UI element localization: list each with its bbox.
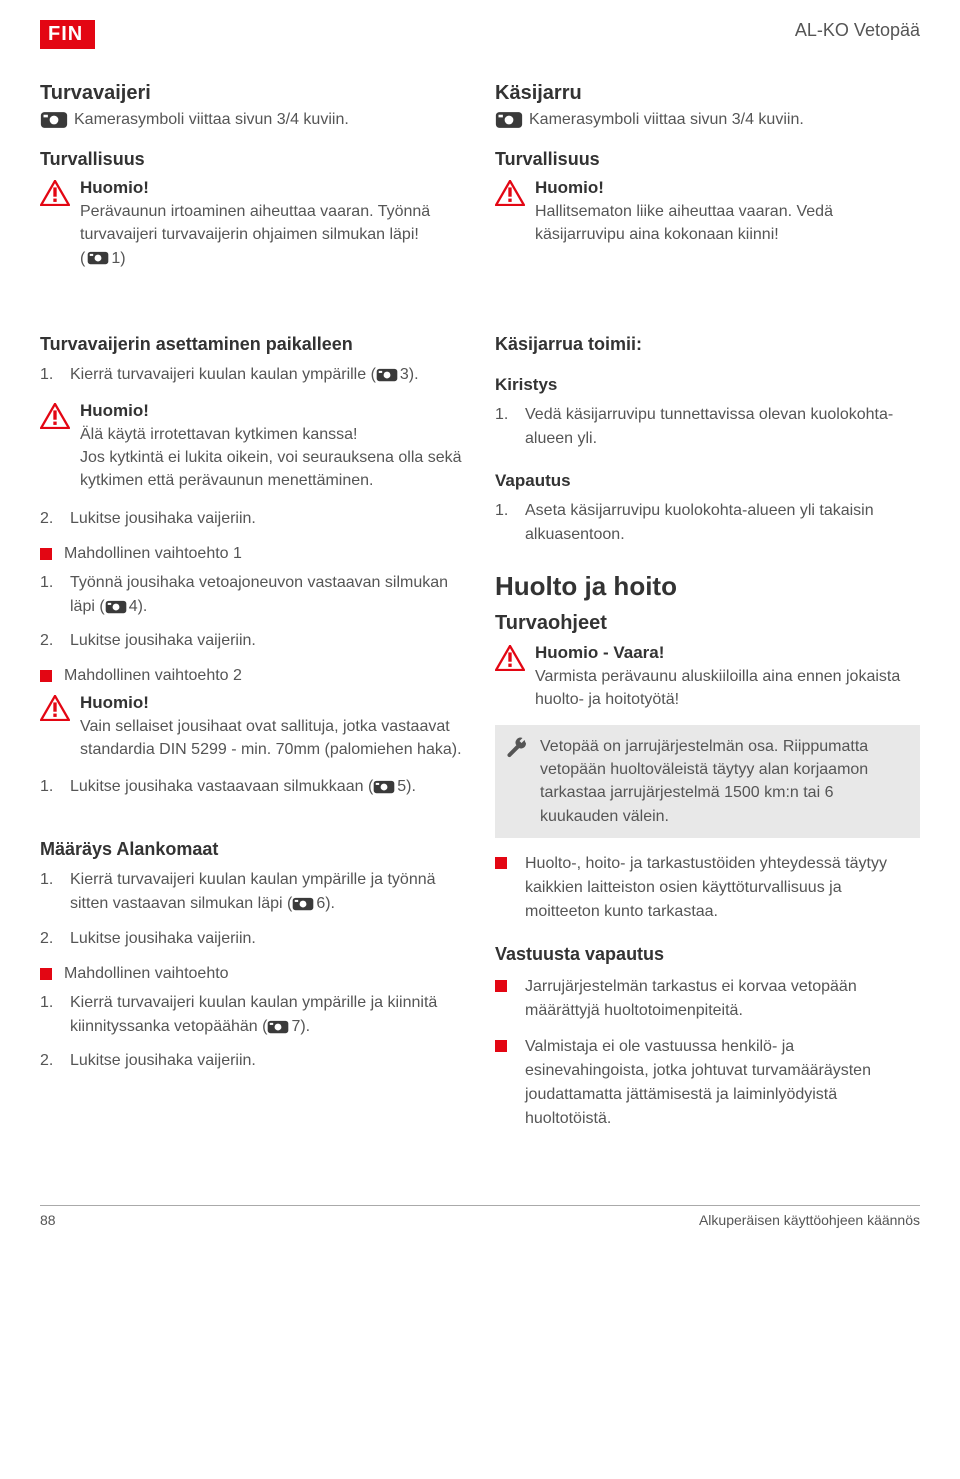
warning-icon	[40, 180, 70, 206]
section-turvaohjeet: Turvaohjeet	[495, 612, 920, 635]
step: Kierrä turvavaijeri kuulan kaulan ympäri…	[40, 991, 465, 1039]
section-asettaminen: Turvavaijerin asettaminen paikalleen	[40, 334, 465, 355]
warning-label: Huomio!	[80, 178, 465, 198]
warning-label: Huomio - Vaara!	[535, 643, 920, 663]
warning-label: Huomio!	[80, 401, 465, 421]
info-box: Vetopää on jarrujärjestelmän osa. Riippu…	[495, 725, 920, 838]
step: Lukitse jousihaka vaijeriin.	[40, 629, 465, 653]
step: Vedä käsijarruvipu tunnettavissa olevan …	[495, 403, 920, 451]
warning-box: Huomio! Perävaunun irtoaminen aiheuttaa …	[40, 178, 465, 270]
steps-list: Lukitse jousihaka vastaavaan silmukkaan …	[40, 775, 465, 799]
warning-text: Vain sellaiset jousihaat ovat sallituja,…	[80, 715, 465, 761]
camera-icon	[292, 897, 314, 911]
footer-text: Alkuperäisen käyttöohjeen käännös	[699, 1212, 920, 1228]
ref-num: 1)	[111, 247, 125, 270]
bullet-icon	[40, 968, 52, 980]
section-alankomaat: Määräys Alankomaat	[40, 839, 465, 860]
warning-icon	[40, 403, 70, 429]
warning-text: Älä käytä irrotettavan kytkimen kanssa! …	[80, 423, 465, 493]
label-vapautus: Vapautus	[495, 471, 920, 491]
section-huolto: Huolto ja hoito	[495, 571, 920, 602]
warning-icon	[495, 645, 525, 671]
left-column-2: Turvavaijerin asettaminen paikalleen Kie…	[40, 314, 465, 1145]
camera-reference: Kamerasymboli viittaa sivun 3/4 kuviin.	[40, 111, 465, 129]
steps-list: Kierrä turvavaijeri kuulan kaulan ympäri…	[40, 363, 465, 387]
camera-ref-text: Kamerasymboli viittaa sivun 3/4 kuviin.	[529, 111, 804, 129]
option-label: Mahdollinen vaihtoehto 2	[64, 667, 242, 685]
bullet-icon	[40, 548, 52, 560]
step: Aseta käsijarruvipu kuolokohta-alueen yl…	[495, 499, 920, 547]
step: Kierrä turvavaijeri kuulan kaulan ympäri…	[40, 363, 465, 387]
option-heading: Mahdollinen vaihtoehto 2	[40, 667, 465, 685]
list-item: Huolto-, hoito- ja tarkastustöiden yhtey…	[495, 852, 920, 924]
steps-list: Kierrä turvavaijeri kuulan kaulan ympäri…	[40, 991, 465, 1073]
list-item: Valmistaja ei ole vastuussa henkilö- ja …	[495, 1035, 920, 1131]
footer: 88 Alkuperäisen käyttöohjeen käännös	[40, 1212, 920, 1248]
warning-box: Huomio! Älä käytä irrotettavan kytkimen …	[40, 401, 465, 493]
section-vastuusta: Vastuusta vapautus	[495, 944, 920, 965]
left-column: Turvavaijeri Kamerasymboli viittaa sivun…	[40, 64, 465, 284]
steps-list: Kierrä turvavaijeri kuulan kaulan ympäri…	[40, 868, 465, 950]
info-text: Vetopää on jarrujärjestelmän osa. Riippu…	[540, 738, 868, 825]
camera-icon	[87, 251, 109, 265]
steps-list: Työnnä jousihaka vetoajoneuvon vastaavan…	[40, 571, 465, 653]
footer-divider	[40, 1205, 920, 1206]
warning-label: Huomio!	[80, 693, 465, 713]
section-kasijarru: Käsijarru	[495, 82, 920, 105]
bullet-list: Jarrujärjestelmän tarkastus ei korvaa ve…	[495, 975, 920, 1131]
step: Lukitse jousihaka vastaavaan silmukkaan …	[40, 775, 465, 799]
option-label: Mahdollinen vaihtoehto 1	[64, 545, 242, 563]
label-kiristys: Kiristys	[495, 375, 920, 395]
warning-box: Huomio - Vaara! Varmista perävaunu alusk…	[495, 643, 920, 711]
section-turvavaijeri: Turvavaijeri	[40, 82, 465, 105]
steps-list: Lukitse jousihaka vaijeriin.	[40, 507, 465, 531]
camera-ref-text: Kamerasymboli viittaa sivun 3/4 kuviin.	[74, 111, 349, 129]
option-label: Mahdollinen vaihtoehto	[64, 965, 229, 983]
bullet-icon	[40, 670, 52, 682]
wrench-icon	[505, 737, 529, 761]
camera-icon	[373, 780, 395, 794]
subsection-turvallisuus: Turvallisuus	[495, 149, 920, 170]
warning-text: Perävaunun irtoaminen aiheuttaa vaaran. …	[80, 203, 430, 243]
warning-box: Huomio! Vain sellaiset jousihaat ovat sa…	[40, 693, 465, 761]
page-number: 88	[40, 1212, 56, 1228]
camera-icon	[495, 111, 523, 129]
warning-icon	[495, 180, 525, 206]
list-item: Jarrujärjestelmän tarkastus ei korvaa ve…	[495, 975, 920, 1023]
steps-list: Vedä käsijarruvipu tunnettavissa olevan …	[495, 403, 920, 451]
step: Lukitse jousihaka vaijeriin.	[40, 507, 465, 531]
camera-icon	[267, 1020, 289, 1034]
right-column: Käsijarru Kamerasymboli viittaa sivun 3/…	[495, 64, 920, 284]
step: Lukitse jousihaka vaijeriin.	[40, 927, 465, 951]
step: Lukitse jousihaka vaijeriin.	[40, 1049, 465, 1073]
section-kasijarrua-toimii: Käsijarrua toimii:	[495, 334, 920, 355]
step: Kierrä turvavaijeri kuulan kaulan ympäri…	[40, 868, 465, 916]
subsection-turvallisuus: Turvallisuus	[40, 149, 465, 170]
warning-label: Huomio!	[535, 178, 920, 198]
option-heading: Mahdollinen vaihtoehto 1	[40, 545, 465, 563]
warning-box: Huomio! Hallitsematon liike aiheuttaa va…	[495, 178, 920, 246]
camera-reference: Kamerasymboli viittaa sivun 3/4 kuviin.	[495, 111, 920, 129]
language-tab: FIN	[40, 20, 95, 49]
warning-text: Hallitsematon liike aiheuttaa vaaran. Ve…	[535, 200, 920, 246]
warning-icon	[40, 695, 70, 721]
warning-text: Varmista perävaunu aluskiiloilla aina en…	[535, 665, 920, 711]
steps-list: Aseta käsijarruvipu kuolokohta-alueen yl…	[495, 499, 920, 547]
option-heading: Mahdollinen vaihtoehto	[40, 965, 465, 983]
camera-icon	[105, 600, 127, 614]
right-column-2: Käsijarrua toimii: Kiristys Vedä käsijar…	[495, 314, 920, 1145]
document-title: AL-KO Vetopää	[795, 20, 920, 41]
bullet-list: Huolto-, hoito- ja tarkastustöiden yhtey…	[495, 852, 920, 924]
step: Työnnä jousihaka vetoajoneuvon vastaavan…	[40, 571, 465, 619]
camera-icon	[40, 111, 68, 129]
camera-icon	[376, 368, 398, 382]
